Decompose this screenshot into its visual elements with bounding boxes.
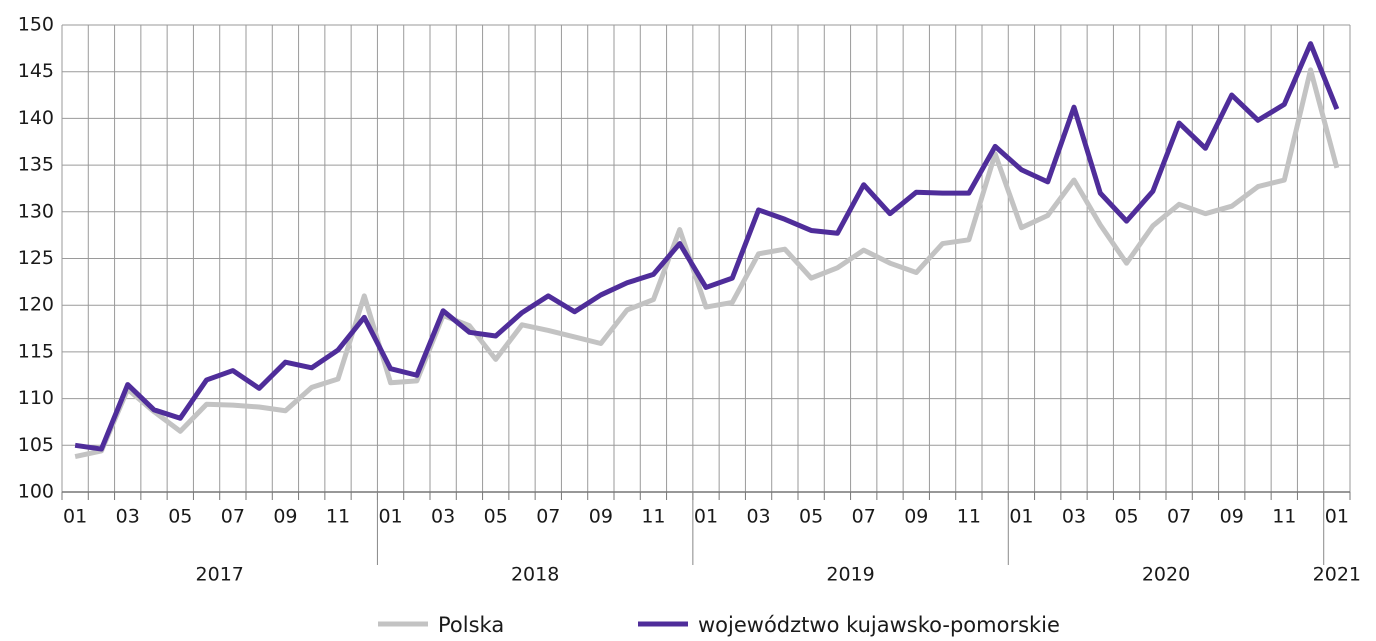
- x-tick-label: 09: [273, 506, 297, 528]
- year-label: 2020: [1142, 564, 1190, 586]
- x-tick-label: 03: [1062, 506, 1086, 528]
- x-tick-label: 05: [168, 506, 192, 528]
- x-tick-label: 07: [536, 506, 560, 528]
- year-label: 2018: [511, 564, 559, 586]
- y-tick-label: 125: [18, 247, 54, 269]
- x-tick-label: 03: [431, 506, 455, 528]
- line-series: [74, 41, 1340, 452]
- legend-label: Polska: [438, 613, 504, 637]
- x-tick-label: 03: [116, 506, 140, 528]
- x-tick-label: 01: [694, 506, 718, 528]
- y-tick-label: 110: [18, 387, 54, 409]
- year-label: 2017: [196, 564, 244, 586]
- x-tick-label: 01: [378, 506, 402, 528]
- x-tick-label: 05: [484, 506, 508, 528]
- x-tick-label: 07: [221, 506, 245, 528]
- year-label: 2021: [1313, 564, 1361, 586]
- y-tick-label: 105: [18, 434, 54, 456]
- y-tick-label: 130: [18, 200, 54, 222]
- x-tick-label: 11: [326, 506, 350, 528]
- x-tick-label: 07: [852, 506, 876, 528]
- x-tick-label: 11: [641, 506, 665, 528]
- x-tick-label: 01: [1009, 506, 1033, 528]
- x-tick-label: 05: [1114, 506, 1138, 528]
- x-tick-label: 07: [1167, 506, 1191, 528]
- y-tick-label: 100: [18, 481, 54, 503]
- legend-label: województwo kujawsko-pomorskie: [698, 613, 1060, 637]
- x-tick-label: 03: [746, 506, 770, 528]
- y-tick-label: 120: [18, 294, 54, 316]
- y-tick-label: 135: [18, 154, 54, 176]
- y-tick-label: 150: [18, 14, 54, 36]
- line-series: [74, 67, 1340, 459]
- x-tick-label: 09: [904, 506, 928, 528]
- x-tick-label: 01: [1325, 506, 1349, 528]
- year-label: 2019: [826, 564, 874, 586]
- y-tick-label: 140: [18, 107, 54, 129]
- y-tick-label: 145: [18, 60, 54, 82]
- x-tick-label: 01: [63, 506, 87, 528]
- x-tick-label: 09: [1220, 506, 1244, 528]
- x-tick-label: 05: [799, 506, 823, 528]
- x-tick-label: 11: [957, 506, 981, 528]
- x-tick-label: 09: [589, 506, 613, 528]
- x-tick-label: 11: [1272, 506, 1296, 528]
- y-tick-label: 115: [18, 340, 54, 362]
